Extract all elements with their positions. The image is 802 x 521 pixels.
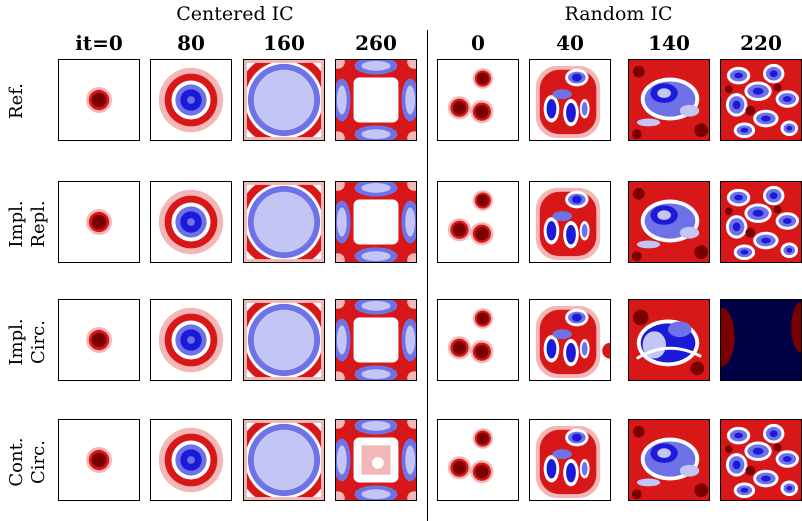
snapshot-field (530, 420, 610, 500)
snapshot-row1-col2 (243, 181, 325, 263)
row-label-impl-circ: Impl. Circ. (6, 302, 54, 382)
snapshot-row2-col0 (58, 299, 140, 381)
snapshot-field (59, 420, 139, 500)
snapshot-field (438, 420, 518, 500)
snapshot-row2-col4 (437, 299, 519, 381)
snapshot-row3-col4 (437, 419, 519, 501)
snapshot-field (629, 300, 709, 380)
row-label-impl-repl-line1: Impl. (6, 200, 27, 248)
snapshot-row1-col1 (150, 181, 232, 263)
snapshot-row1-col5 (529, 181, 611, 263)
snapshot-field (244, 182, 324, 262)
row-label-cont-circ: Cont. Circ. (6, 422, 54, 502)
snapshot-row3-col6 (628, 419, 710, 501)
snapshot-field (151, 300, 231, 380)
snapshot-field (59, 182, 139, 262)
group-title-centered: Centered IC (176, 3, 294, 25)
column-header-centered-3: 260 (355, 31, 397, 55)
snapshot-row2-col2 (243, 299, 325, 381)
snapshot-row3-col1 (150, 419, 232, 501)
snapshot-field (336, 60, 416, 140)
snapshot-row0-col5 (529, 59, 611, 141)
snapshot-field (721, 182, 801, 262)
snapshot-row1-col0 (58, 181, 140, 263)
snapshot-field (151, 420, 231, 500)
column-header-centered-0: it=0 (75, 31, 123, 55)
snapshot-field (530, 60, 610, 140)
snapshot-field (530, 300, 610, 380)
snapshot-row0-col4 (437, 59, 519, 141)
snapshot-field (244, 60, 324, 140)
row-label-impl-repl-line2: Repl. (28, 200, 49, 248)
column-header-random-3: 220 (740, 31, 782, 55)
snapshot-field (244, 300, 324, 380)
snapshot-field (244, 420, 324, 500)
snapshot-row0-col3 (335, 59, 417, 141)
snapshot-field (721, 420, 801, 500)
snapshot-row3-col3 (335, 419, 417, 501)
snapshot-row0-col1 (150, 59, 232, 141)
snapshot-row1-col4 (437, 181, 519, 263)
snapshot-row2-col6 (628, 299, 710, 381)
snapshot-row0-col0 (58, 59, 140, 141)
row-label-ref: Ref. (6, 61, 54, 141)
snapshot-row0-col2 (243, 59, 325, 141)
snapshot-field (629, 420, 709, 500)
row-label-cont-circ-line2: Circ. (28, 440, 49, 484)
snapshot-field (438, 182, 518, 262)
snapshot-row1-col7 (720, 181, 802, 263)
snapshot-field (530, 182, 610, 262)
row-label-ref-line1: Ref. (6, 83, 27, 119)
column-header-random-2: 140 (648, 31, 690, 55)
snapshot-field (336, 420, 416, 500)
snapshot-row1-col6 (628, 181, 710, 263)
snapshot-field (721, 60, 801, 140)
row-label-impl-circ-line2: Circ. (28, 320, 49, 364)
snapshot-field (59, 60, 139, 140)
snapshot-field (151, 182, 231, 262)
group-divider-line (427, 30, 429, 521)
snapshot-row2-col7 (720, 299, 802, 381)
snapshot-field (336, 182, 416, 262)
row-label-impl-repl: Impl. Repl. (6, 184, 54, 264)
snapshot-row2-col3 (335, 299, 417, 381)
group-title-random: Random IC (564, 3, 673, 25)
column-header-random-1: 40 (556, 31, 584, 55)
row-label-cont-circ-line1: Cont. (6, 437, 27, 487)
snapshot-field (59, 300, 139, 380)
snapshot-row3-col7 (720, 419, 802, 501)
snapshot-row3-col0 (58, 419, 140, 501)
snapshot-row2-col5 (529, 299, 611, 381)
snapshot-row3-col5 (529, 419, 611, 501)
snapshot-field (721, 300, 801, 380)
snapshot-field (438, 60, 518, 140)
snapshot-row0-col6 (628, 59, 710, 141)
snapshot-field (151, 60, 231, 140)
snapshot-row3-col2 (243, 419, 325, 501)
row-label-impl-circ-line1: Impl. (6, 318, 27, 366)
snapshot-field (438, 300, 518, 380)
column-header-centered-1: 80 (177, 31, 205, 55)
snapshot-row2-col1 (150, 299, 232, 381)
column-header-centered-2: 160 (263, 31, 305, 55)
snapshot-row0-col7 (720, 59, 802, 141)
snapshot-field (629, 60, 709, 140)
snapshot-field (629, 182, 709, 262)
snapshot-field (336, 300, 416, 380)
column-header-random-0: 0 (471, 31, 485, 55)
snapshot-row1-col3 (335, 181, 417, 263)
